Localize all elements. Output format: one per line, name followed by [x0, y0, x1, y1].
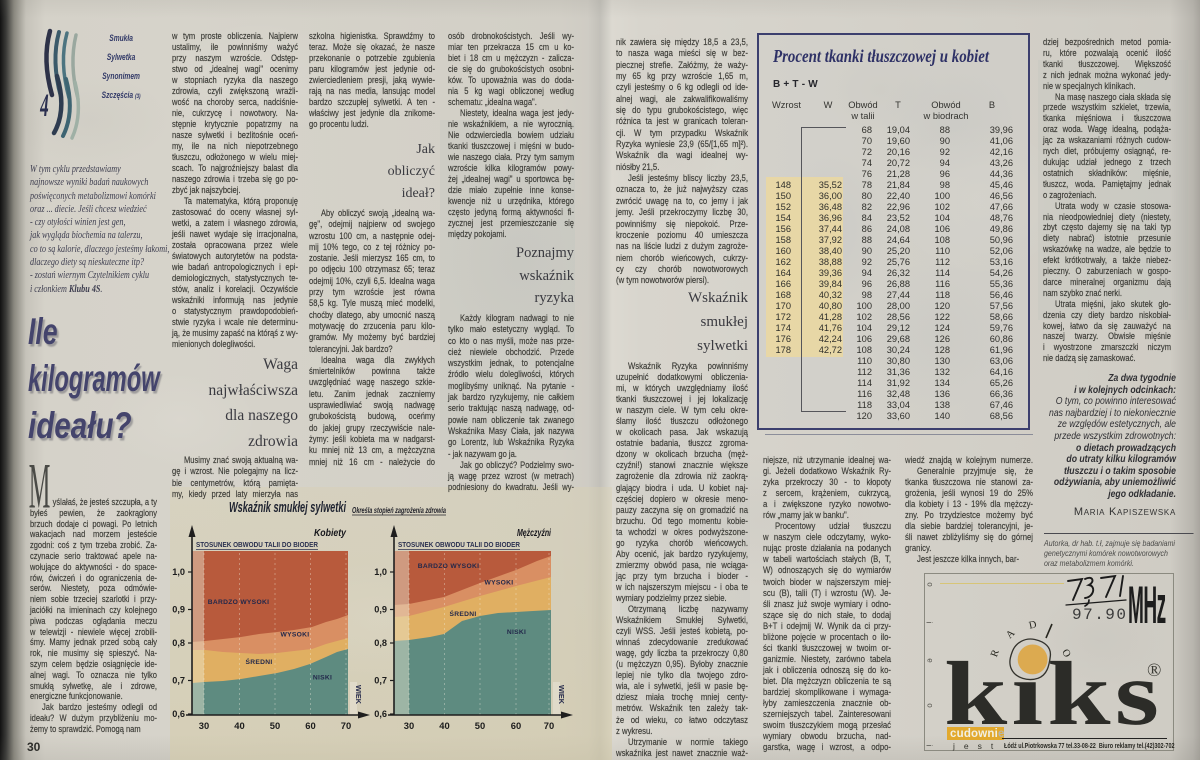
svg-text:Określa stopień zagrożenia zdr: Określa stopień zagrożenia zdrowia: [352, 505, 446, 515]
svg-text:70: 70: [544, 720, 554, 731]
svg-text:0,7: 0,7: [374, 676, 387, 686]
svg-text:Procent tkanki tłuszczowej u k: Procent tkanki tłuszczowej u kobiet: [772, 46, 990, 66]
svg-text:MHz: MHz: [1128, 582, 1166, 630]
svg-text:WYSOKI: WYSOKI: [281, 632, 310, 639]
svg-text:NISKI: NISKI: [507, 629, 526, 636]
svg-text:1,0: 1,0: [374, 567, 387, 577]
svg-text:30: 30: [199, 720, 209, 731]
svg-text:30: 30: [404, 720, 414, 731]
svg-text:M: M: [29, 464, 51, 512]
svg-text:4: 4: [40, 87, 49, 123]
svg-text:Mężczyźni: Mężczyźni: [517, 527, 552, 539]
svg-text:0,9: 0,9: [172, 605, 185, 615]
svg-text:40: 40: [234, 720, 244, 731]
svg-text:Kobiety: Kobiety: [314, 527, 347, 539]
svg-text:1,0: 1,0: [172, 567, 185, 577]
svg-text:Wskaźnik smukłej sylwetki: Wskaźnik smukłej sylwetki: [229, 499, 347, 516]
svg-text:50: 50: [475, 720, 485, 731]
svg-text:ŚREDNI: ŚREDNI: [245, 657, 272, 666]
svg-text:WIEK: WIEK: [354, 685, 363, 705]
svg-text:NISKI: NISKI: [313, 675, 332, 682]
svg-text:ŚREDNI: ŚREDNI: [449, 609, 476, 618]
svg-text:60: 60: [305, 720, 315, 731]
svg-text:kıks: kıks: [944, 650, 1159, 740]
svg-text:WIEK: WIEK: [557, 685, 566, 705]
svg-text:0,6: 0,6: [374, 709, 387, 719]
svg-text:0,8: 0,8: [374, 638, 387, 648]
svg-text:BARDZO WYSOKI: BARDZO WYSOKI: [418, 563, 480, 570]
svg-text:70: 70: [341, 720, 351, 731]
svg-text:WYSOKI: WYSOKI: [485, 580, 514, 587]
svg-text:STOSUNEK OBWODU TALII DO BIODE: STOSUNEK OBWODU TALII DO BIODER: [398, 540, 521, 549]
svg-text:BARDZO WYSOKI: BARDZO WYSOKI: [208, 599, 270, 606]
svg-text:STOSUNEK OBWODU TALII DO BIODE: STOSUNEK OBWODU TALII DO BIODER: [196, 540, 319, 549]
svg-text:50: 50: [270, 720, 280, 731]
svg-text:40: 40: [439, 720, 449, 731]
svg-text:0,7: 0,7: [172, 676, 185, 686]
svg-text:0,9: 0,9: [374, 605, 387, 615]
svg-text:0,6: 0,6: [172, 709, 185, 719]
svg-text:60: 60: [511, 720, 521, 731]
svg-text:0,8: 0,8: [172, 638, 185, 648]
